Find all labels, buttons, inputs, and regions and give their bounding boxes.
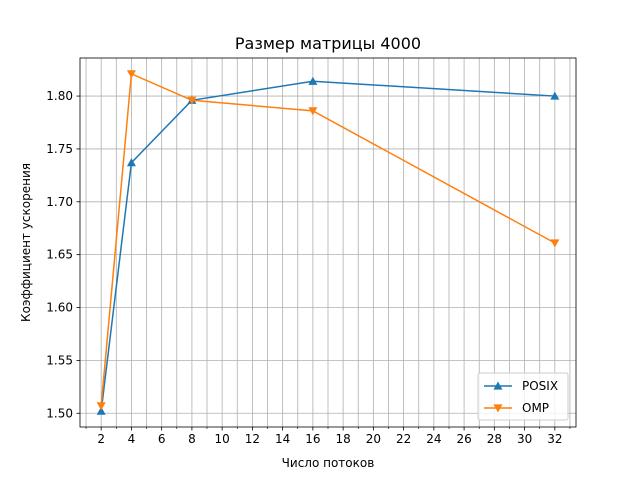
y-tick-label: 1.60 bbox=[46, 301, 73, 315]
y-tick-label: 1.50 bbox=[46, 406, 73, 420]
x-tick-label: 16 bbox=[305, 432, 320, 446]
data-point-omp bbox=[550, 239, 560, 248]
y-tick-label: 1.55 bbox=[46, 353, 73, 367]
y-tick-label: 1.80 bbox=[46, 89, 73, 103]
legend-label-posix: POSIX bbox=[522, 379, 558, 393]
x-tick-label: 10 bbox=[215, 432, 230, 446]
x-tick-label: 32 bbox=[547, 432, 562, 446]
y-tick-label: 1.65 bbox=[46, 248, 73, 262]
y-axis-label: Коэффициент ускорения bbox=[19, 163, 33, 322]
x-tick-label: 20 bbox=[366, 432, 381, 446]
grid bbox=[80, 58, 576, 427]
data-point-posix bbox=[308, 76, 318, 85]
legend-label-omp: OMP bbox=[522, 401, 549, 415]
x-tick-label: 2 bbox=[97, 432, 105, 446]
data-point-omp bbox=[96, 402, 106, 411]
legend-marker-posix bbox=[493, 381, 503, 390]
x-tick-label: 4 bbox=[128, 432, 136, 446]
data-point-omp bbox=[126, 70, 136, 79]
axis-ticks: 2 4 6 8 10 12 14 16 18 20 22 24 26 28 30 321.501.551.60… bbox=[46, 89, 571, 446]
plot-frame bbox=[79, 57, 577, 428]
data-point-omp bbox=[187, 96, 197, 105]
y-tick-label: 1.70 bbox=[46, 195, 73, 209]
y-tick-label: 1.75 bbox=[46, 142, 73, 156]
series-layer bbox=[96, 70, 560, 415]
x-tick-label: 28 bbox=[487, 432, 502, 446]
data-point-posix bbox=[96, 406, 106, 415]
legend: POSIX OMP bbox=[477, 372, 569, 421]
x-tick-label: 26 bbox=[456, 432, 471, 446]
data-point-posix bbox=[126, 158, 136, 167]
x-tick-label: 12 bbox=[245, 432, 260, 446]
data-point-omp bbox=[308, 107, 318, 116]
legend-marker-omp bbox=[493, 404, 503, 413]
x-axis-label: Число потоков bbox=[282, 456, 375, 470]
x-tick-label: 22 bbox=[396, 432, 411, 446]
data-point-posix bbox=[550, 91, 560, 100]
x-tick-label: 30 bbox=[517, 432, 532, 446]
x-tick-label: 18 bbox=[335, 432, 350, 446]
x-tick-label: 14 bbox=[275, 432, 290, 446]
x-tick-label: 6 bbox=[158, 432, 166, 446]
x-tick-label: 24 bbox=[426, 432, 441, 446]
x-tick-label: 8 bbox=[188, 432, 196, 446]
chart-title: Размер матрицы 4000 bbox=[235, 34, 421, 53]
